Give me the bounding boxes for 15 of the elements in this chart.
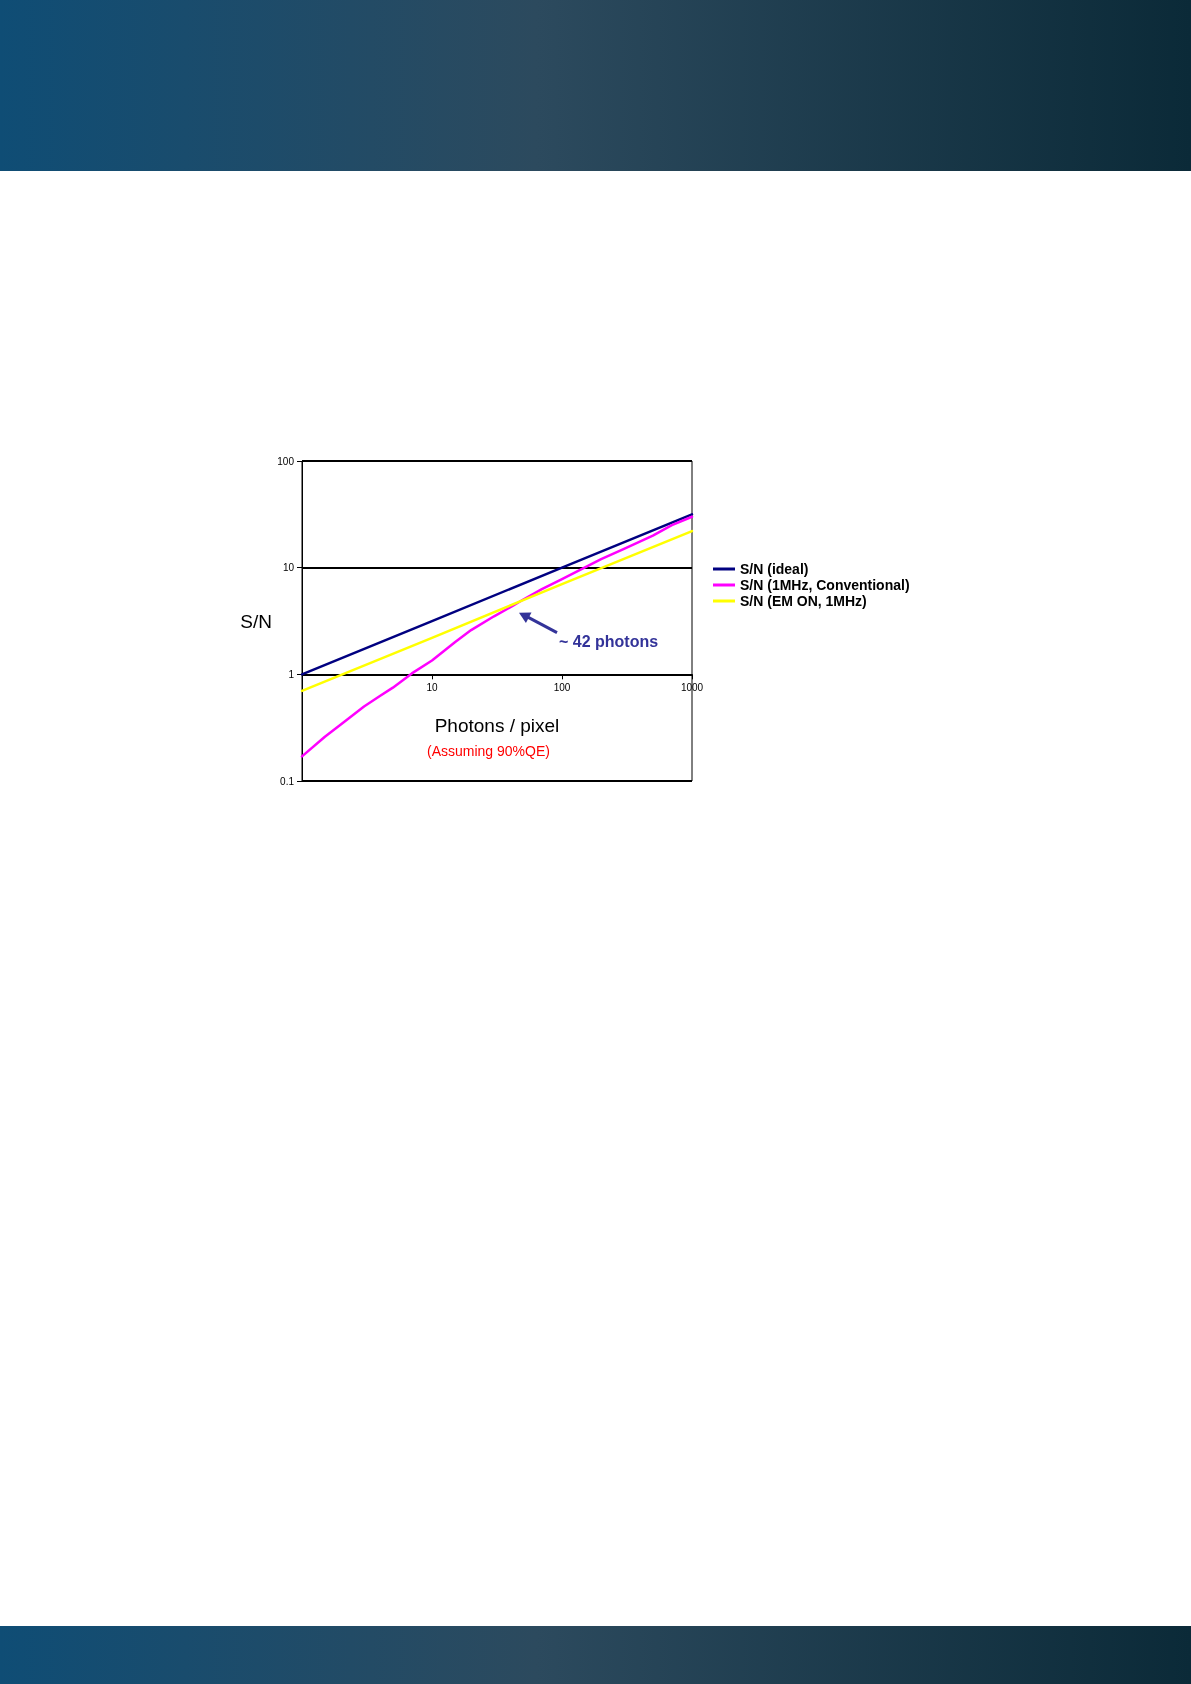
- y-axis-title: S/N: [240, 610, 272, 632]
- y-tick-label: 1: [288, 668, 295, 680]
- x-tick-label: 1000: [680, 681, 704, 693]
- line-series: [300, 513, 694, 676]
- legend-label: S/N (1MHz, Conventional): [740, 577, 910, 593]
- y-tick-label: 100: [277, 455, 295, 467]
- annotation: (Assuming 90%QE): [427, 743, 550, 760]
- x-tick-label: 10: [426, 681, 438, 693]
- legend-label: S/N (EM ON, 1MHz): [740, 593, 867, 609]
- legend-label: S/N (ideal): [740, 561, 809, 577]
- y-tick-label: 0.1: [280, 775, 295, 787]
- y-tick-label: 10: [282, 562, 295, 574]
- x-axis-title: Photons / pixel: [434, 715, 560, 737]
- annotation: ~ 42 photons: [558, 633, 659, 651]
- x-tick-label: 100: [553, 681, 571, 693]
